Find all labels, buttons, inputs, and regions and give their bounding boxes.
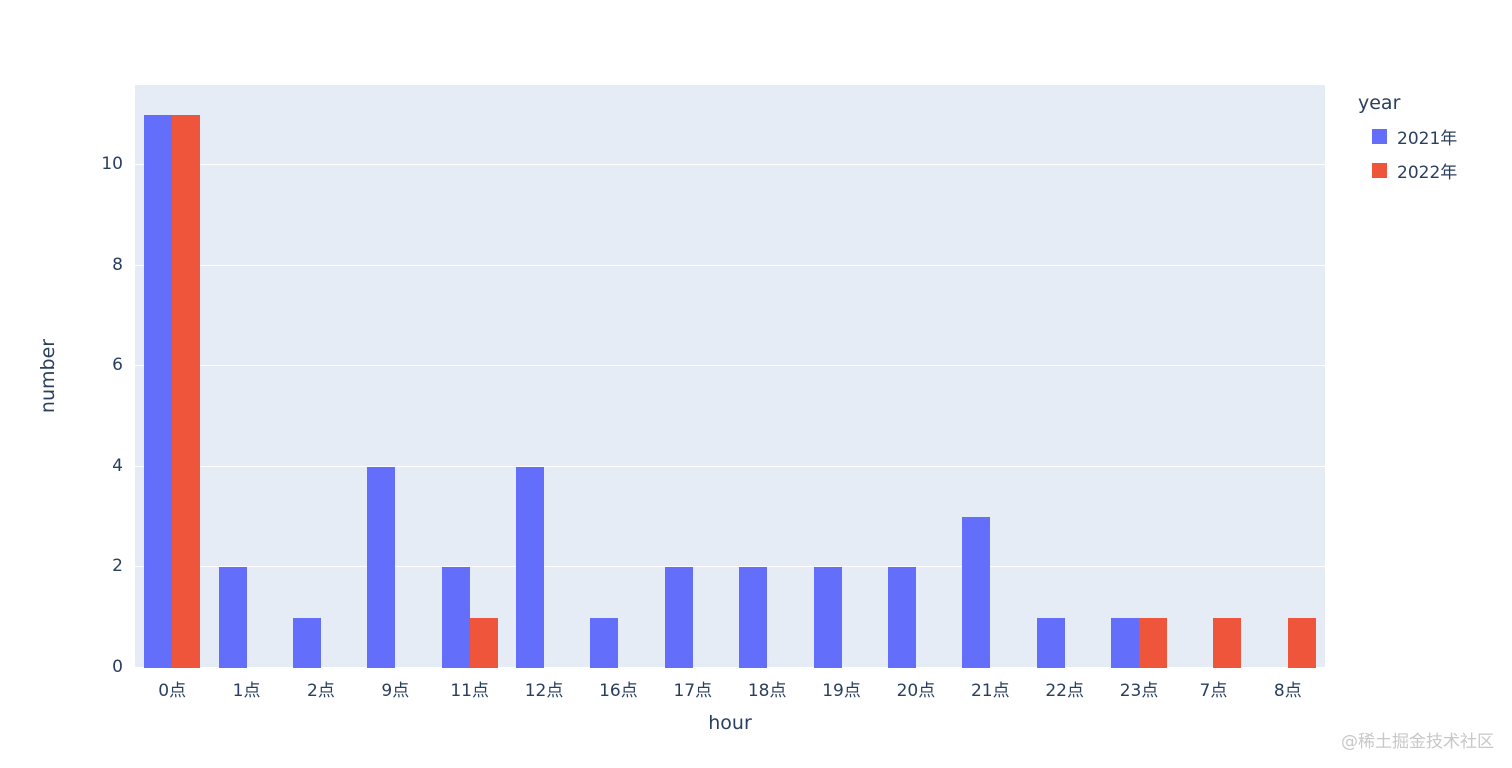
- bar-2021年-9点[interactable]: [367, 466, 396, 668]
- x-tick-label: 20点: [896, 681, 936, 701]
- gridline: [135, 365, 1325, 367]
- bar-2022年-8点[interactable]: [1287, 617, 1316, 668]
- y-tick-label: 6: [112, 355, 123, 376]
- bar-2022年-0点[interactable]: [172, 115, 201, 668]
- bar-2022年-7点[interactable]: [1213, 617, 1242, 668]
- gridline: [135, 465, 1325, 467]
- x-tick-label: 2点: [307, 681, 335, 701]
- x-axis-title: hour: [708, 712, 752, 734]
- bar-2021年-12点[interactable]: [516, 466, 545, 668]
- y-tick-label: 10: [101, 154, 123, 175]
- bar-2021年-11点[interactable]: [441, 567, 470, 668]
- bar-2021年-0点[interactable]: [144, 115, 173, 668]
- x-tick-label: 11点: [450, 681, 489, 701]
- x-tick-label: 1点: [232, 681, 261, 701]
- bar-2021年-23点[interactable]: [1111, 617, 1140, 668]
- legend-title: year: [1358, 92, 1401, 114]
- gridline: [135, 667, 1325, 668]
- y-tick-label: 8: [112, 254, 123, 275]
- bar-2021年-18点[interactable]: [739, 567, 768, 668]
- x-tick-label: 21点: [970, 681, 1010, 701]
- x-tick-label: 17点: [673, 681, 713, 701]
- legend-items: 2021年 2022年: [1358, 124, 1457, 183]
- plot-area[interactable]: [135, 85, 1325, 668]
- bar-2021年-2点[interactable]: [292, 617, 321, 668]
- legend-label: 2022年: [1397, 163, 1458, 183]
- legend-label: 2021年: [1397, 129, 1458, 149]
- x-tick-label: 23点: [1119, 681, 1159, 701]
- bar-2022年-23点[interactable]: [1139, 617, 1168, 668]
- gridline: [135, 264, 1325, 266]
- gridline: [135, 164, 1325, 166]
- x-tick-label: 18点: [747, 681, 787, 701]
- bar-2021年-21点[interactable]: [962, 517, 991, 668]
- x-tick-label: 8点: [1273, 681, 1302, 701]
- x-tick-label: 19点: [822, 681, 861, 701]
- y-axis-title: number: [37, 338, 59, 414]
- bar-2021年-16点[interactable]: [590, 617, 619, 668]
- x-tick-label: 0点: [158, 681, 187, 701]
- watermark: @稀土掘金技术社区: [1341, 732, 1494, 752]
- gridline: [135, 566, 1325, 568]
- x-tick-label: 7点: [1199, 681, 1228, 701]
- bar-2021年-17点[interactable]: [664, 567, 693, 668]
- bar-2021年-22点[interactable]: [1036, 617, 1065, 668]
- legend-item-2022年[interactable]: 2022年: [1358, 158, 1457, 183]
- y-tick-label: 4: [112, 455, 123, 476]
- bar-2021年-19点[interactable]: [813, 567, 842, 668]
- x-tick-label: 9点: [381, 681, 410, 701]
- y-tick-label: 0: [112, 657, 123, 677]
- x-tick-label: 16点: [599, 681, 638, 701]
- x-tick-label: 12点: [524, 681, 564, 701]
- bar-2021年-1点[interactable]: [218, 567, 247, 668]
- legend-swatch-icon: [1372, 129, 1387, 144]
- y-tick-label: 2: [112, 556, 123, 577]
- x-tick-label: 22点: [1045, 681, 1084, 701]
- legend: year 2021年 2022年: [1358, 92, 1457, 192]
- bar-2021年-20点[interactable]: [887, 567, 916, 668]
- legend-swatch-icon: [1372, 163, 1387, 178]
- legend-item-2021年[interactable]: 2021年: [1358, 124, 1457, 149]
- bar-2022年-11点[interactable]: [469, 617, 498, 668]
